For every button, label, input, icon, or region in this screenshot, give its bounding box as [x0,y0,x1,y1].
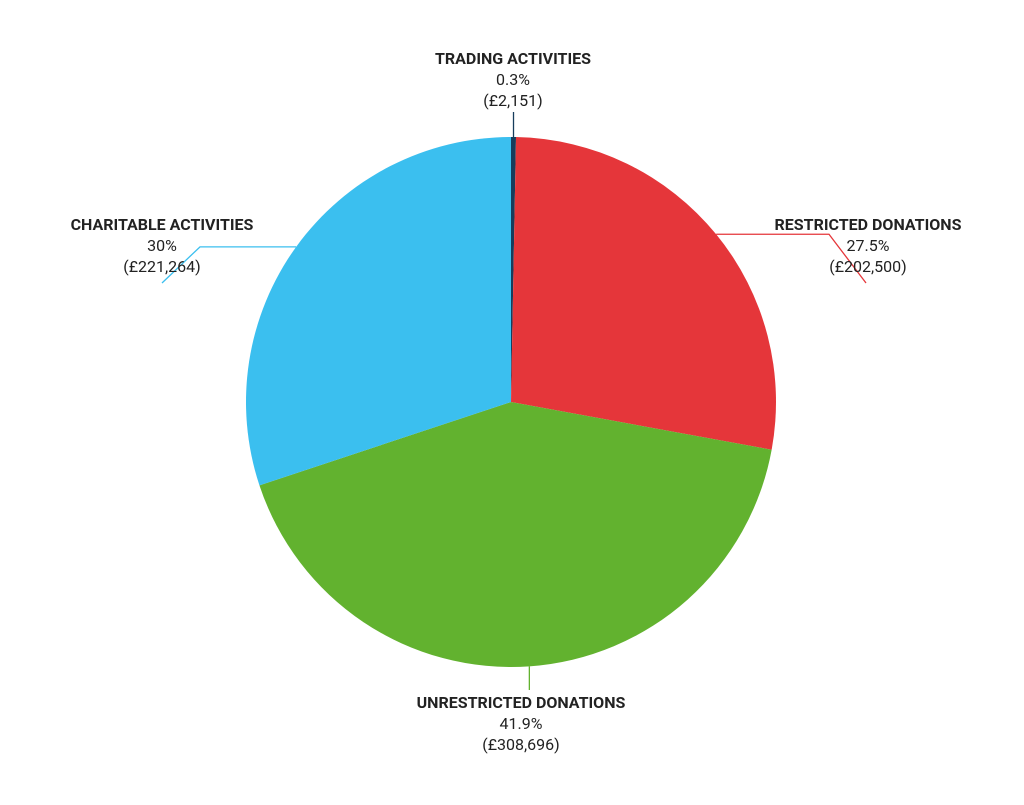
slice-amount: (£308,696) [482,735,559,754]
slice-percent: 27.5% [847,236,890,255]
slice-percent: 0.3% [496,70,530,89]
pie-slice [511,137,517,402]
slice-category: TRADING ACTIVITIES [435,49,591,68]
slice-category: RESTRICTED DONATIONS [775,215,962,234]
slice-percent: 30% [147,236,177,255]
pie-slice [259,402,772,667]
leader-line [716,233,867,284]
slice-amount: (£202,500) [829,257,906,276]
slice-category: CHARITABLE ACTIVITIES [71,215,254,234]
slice-percent: 41.9% [500,714,543,733]
slice-amount: (£2,151) [483,91,542,110]
leader-line [161,246,297,284]
slice-category: UNRESTRICTED DONATIONS [417,693,626,712]
slice-amount: (£221,264) [123,257,200,276]
pie-slice [511,137,777,450]
pie-slice [245,137,511,486]
